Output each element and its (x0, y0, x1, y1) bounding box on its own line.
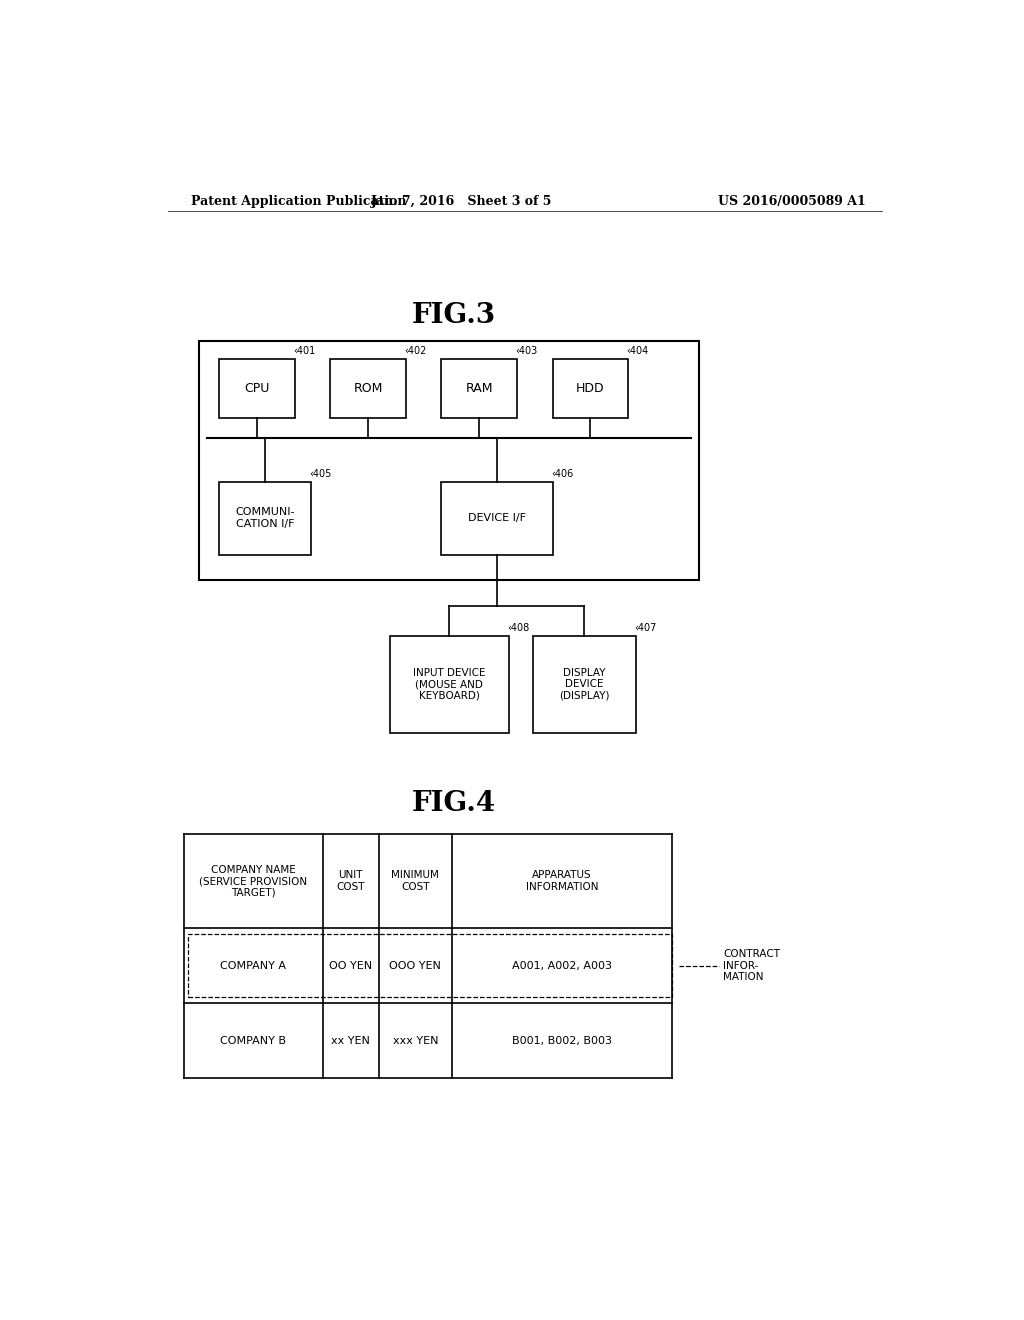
Text: Jan. 7, 2016   Sheet 3 of 5: Jan. 7, 2016 Sheet 3 of 5 (371, 194, 552, 207)
Text: RAM: RAM (466, 381, 493, 395)
Text: HDD: HDD (575, 381, 604, 395)
Text: ‹401: ‹401 (293, 346, 315, 355)
Text: APPARATUS
INFORMATION: APPARATUS INFORMATION (525, 870, 598, 892)
Text: xxx YEN: xxx YEN (392, 1036, 438, 1045)
Bar (219, 482, 310, 554)
Text: COMMUNI-
CATION I/F: COMMUNI- CATION I/F (236, 507, 295, 529)
Text: A001, A002, A003: A001, A002, A003 (512, 961, 611, 970)
Bar (441, 359, 517, 417)
Bar (200, 342, 699, 581)
Text: ‹403: ‹403 (515, 346, 538, 355)
Bar (331, 359, 406, 417)
Text: ‹404: ‹404 (627, 346, 648, 355)
Text: UNIT
COST: UNIT COST (337, 870, 365, 892)
Text: OOO YEN: OOO YEN (389, 961, 441, 970)
Text: ‹402: ‹402 (404, 346, 427, 355)
Bar (188, 935, 672, 997)
Text: US 2016/0005089 A1: US 2016/0005089 A1 (718, 194, 866, 207)
Text: DEVICE I/F: DEVICE I/F (468, 513, 526, 523)
Bar (390, 636, 509, 733)
Text: ROM: ROM (353, 381, 383, 395)
Text: COMPANY NAME
(SERVICE PROVISION
TARGET): COMPANY NAME (SERVICE PROVISION TARGET) (199, 865, 307, 898)
Text: MINIMUM
COST: MINIMUM COST (391, 870, 439, 892)
Text: ‹407: ‹407 (634, 623, 656, 634)
Bar (441, 482, 553, 554)
Text: Patent Application Publication: Patent Application Publication (191, 194, 407, 207)
Bar (219, 359, 295, 417)
Text: FIG.3: FIG.3 (412, 302, 496, 330)
Text: COMPANY A: COMPANY A (220, 961, 286, 970)
Text: DISPLAY
DEVICE
(DISPLAY): DISPLAY DEVICE (DISPLAY) (559, 668, 609, 701)
Text: FIG.4: FIG.4 (412, 791, 496, 817)
Text: OO YEN: OO YEN (329, 961, 373, 970)
Text: INPUT DEVICE
(MOUSE AND
KEYBOARD): INPUT DEVICE (MOUSE AND KEYBOARD) (413, 668, 485, 701)
Text: COMPANY B: COMPANY B (220, 1036, 286, 1045)
Text: CONTRACT
INFOR-
MATION: CONTRACT INFOR- MATION (723, 949, 780, 982)
Bar (553, 359, 628, 417)
Bar (532, 636, 636, 733)
Text: B001, B002, B003: B001, B002, B003 (512, 1036, 611, 1045)
Text: CPU: CPU (245, 381, 269, 395)
Text: ‹405: ‹405 (309, 469, 332, 479)
Text: ‹408: ‹408 (507, 623, 529, 634)
Text: xx YEN: xx YEN (332, 1036, 370, 1045)
Text: ‹406: ‹406 (551, 469, 573, 479)
